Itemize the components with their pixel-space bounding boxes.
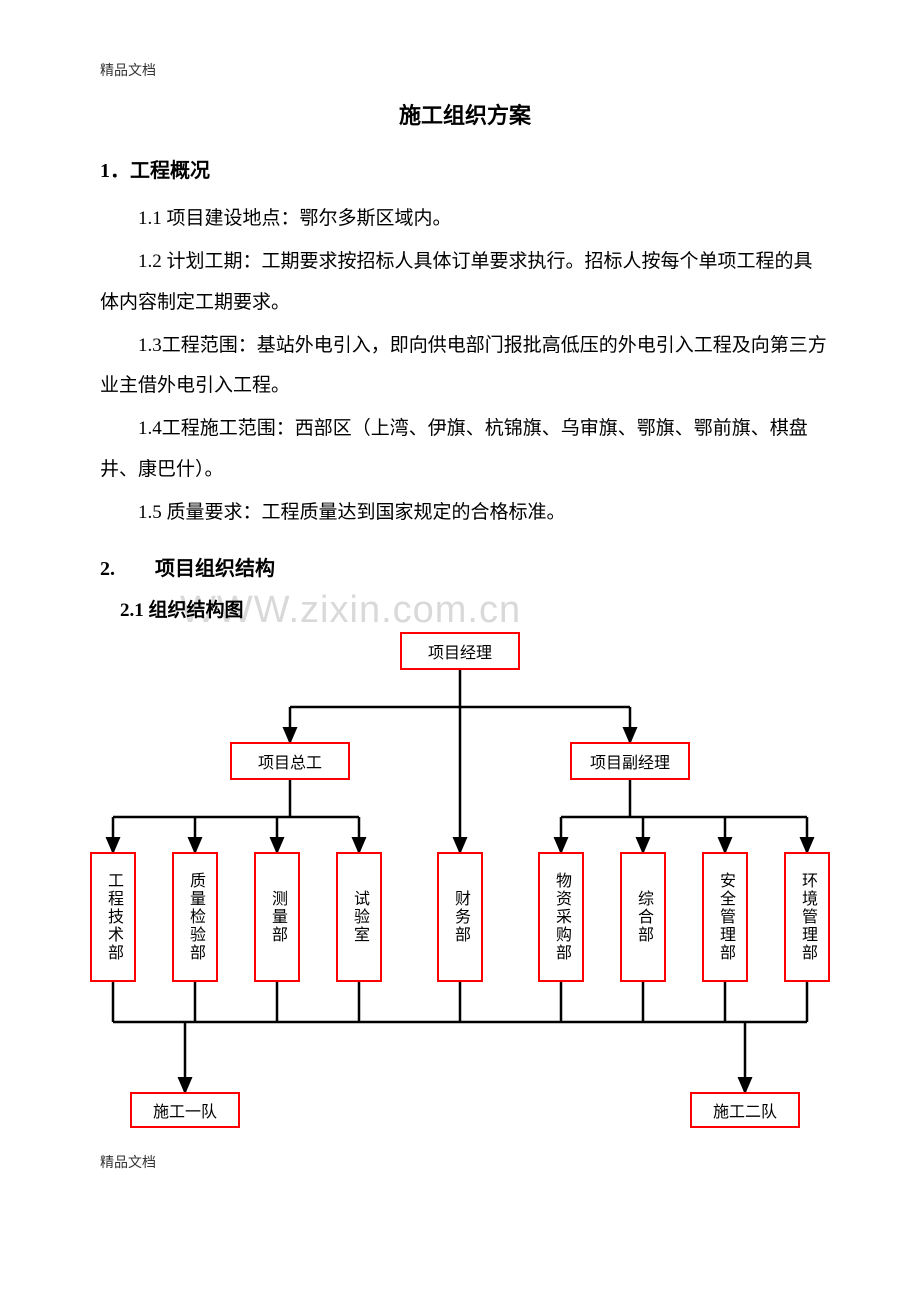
para-1-2: 1.2 计划工期：工期要求按招标人具体订单要求执行。招标人按每个单项工程的具体内… <box>100 242 830 324</box>
node-dept-finance: 财务部 <box>437 852 483 982</box>
section-1-heading: 1．工程概况 <box>100 154 830 183</box>
node-team-1: 施工一队 <box>130 1092 240 1128</box>
node-dept-environment: 环境管理部 <box>784 852 830 982</box>
para-1-4: 1.4工程施工范围：西部区（上湾、伊旗、杭锦旗、乌审旗、鄂旗、鄂前旗、棋盘井、康… <box>100 409 830 491</box>
node-dept-procurement: 物资采购部 <box>538 852 584 982</box>
section-2-1-heading: 2.1 组织结构图 <box>120 595 830 622</box>
section-2-heading: 2. 项目组织结构 <box>100 552 830 581</box>
node-team-2: 施工二队 <box>690 1092 800 1128</box>
para-1-5: 1.5 质量要求：工程质量达到国家规定的合格标准。 <box>100 493 830 534</box>
node-deputy-manager: 项目副经理 <box>570 742 690 780</box>
org-chart: 项目经理 项目总工 项目副经理 工程技术部 质量检验部 测量部 试验室 财务部 … <box>90 632 830 1152</box>
node-dept-engineering: 工程技术部 <box>90 852 136 982</box>
node-dept-general: 综合部 <box>620 852 666 982</box>
para-1-1: 1.1 项目建设地点：鄂尔多斯区域内。 <box>100 199 830 240</box>
para-1-3: 1.3工程范围：基站外电引入，即向供电部门报批高低压的外电引入工程及向第三方业主… <box>100 326 830 408</box>
node-dept-lab: 试验室 <box>336 852 382 982</box>
node-project-manager: 项目经理 <box>400 632 520 670</box>
page-title: 施工组织方案 <box>100 98 830 130</box>
node-dept-quality: 质量检验部 <box>172 852 218 982</box>
node-dept-survey: 测量部 <box>254 852 300 982</box>
header-tag: 精品文档 <box>100 60 830 80</box>
node-dept-safety: 安全管理部 <box>702 852 748 982</box>
footer-tag: 精品文档 <box>100 1152 830 1172</box>
node-chief-engineer: 项目总工 <box>230 742 350 780</box>
